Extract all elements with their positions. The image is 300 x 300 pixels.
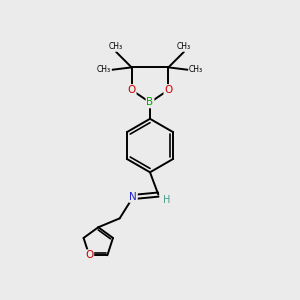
Text: CH₃: CH₃ xyxy=(109,42,123,51)
Text: H: H xyxy=(163,195,170,205)
Text: N: N xyxy=(129,192,137,202)
Text: CH₃: CH₃ xyxy=(177,42,191,51)
Text: O: O xyxy=(128,85,136,95)
Text: CH₃: CH₃ xyxy=(189,65,203,74)
Text: CH₃: CH₃ xyxy=(97,65,111,74)
Text: O: O xyxy=(164,85,172,95)
Text: O: O xyxy=(85,250,93,260)
Text: B: B xyxy=(146,98,154,107)
